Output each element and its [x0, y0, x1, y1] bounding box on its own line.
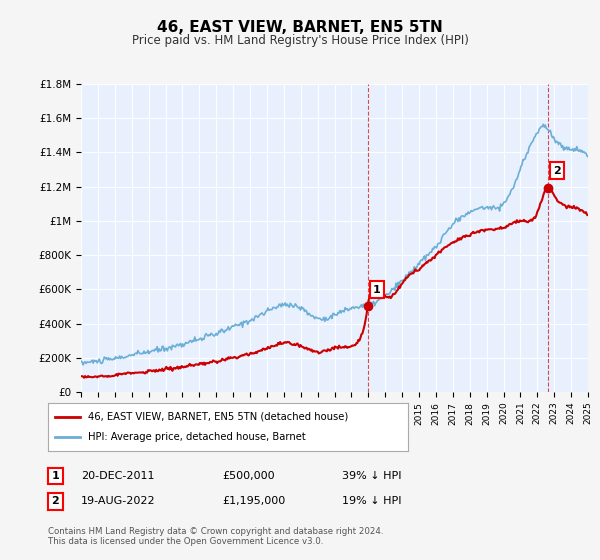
Text: 46, EAST VIEW, BARNET, EN5 5TN: 46, EAST VIEW, BARNET, EN5 5TN	[157, 20, 443, 35]
Text: 20-DEC-2011: 20-DEC-2011	[81, 471, 155, 481]
Text: 2: 2	[52, 496, 59, 506]
Text: 1: 1	[52, 471, 59, 481]
Text: 39% ↓ HPI: 39% ↓ HPI	[342, 471, 401, 481]
Text: 2: 2	[553, 166, 561, 176]
Text: Price paid vs. HM Land Registry's House Price Index (HPI): Price paid vs. HM Land Registry's House …	[131, 34, 469, 46]
Text: 19% ↓ HPI: 19% ↓ HPI	[342, 496, 401, 506]
Text: 19-AUG-2022: 19-AUG-2022	[81, 496, 155, 506]
Text: Contains HM Land Registry data © Crown copyright and database right 2024.
This d: Contains HM Land Registry data © Crown c…	[48, 526, 383, 546]
Text: 1: 1	[373, 284, 380, 295]
Text: 46, EAST VIEW, BARNET, EN5 5TN (detached house): 46, EAST VIEW, BARNET, EN5 5TN (detached…	[88, 412, 348, 422]
Text: £1,195,000: £1,195,000	[222, 496, 285, 506]
Text: £500,000: £500,000	[222, 471, 275, 481]
Text: HPI: Average price, detached house, Barnet: HPI: Average price, detached house, Barn…	[88, 432, 305, 442]
